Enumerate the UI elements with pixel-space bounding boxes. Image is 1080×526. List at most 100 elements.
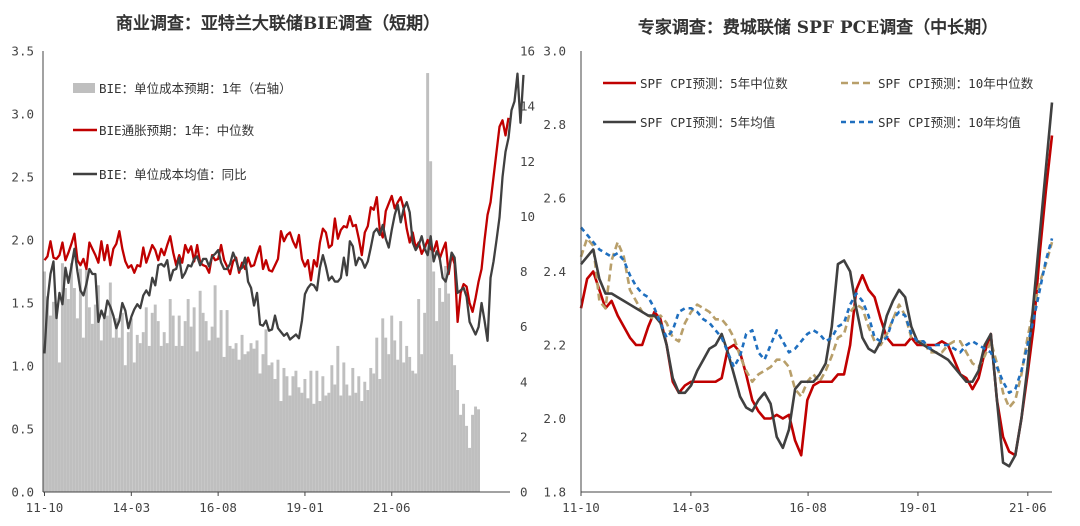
right-y-tick-label: 2.6: [543, 191, 566, 206]
right-axis-tick-label: 2: [520, 429, 528, 444]
bie-unit-cost-bar: [393, 340, 397, 492]
right-x-tick-label: 19-01: [899, 500, 937, 515]
bie-unit-cost-bar: [321, 376, 325, 492]
right-legend: SPF CPI预测：5年中位数 SPF CPI预测：10年中位数 SPF CPI…: [603, 76, 1034, 130]
bie-unit-cost-bar: [324, 395, 328, 492]
bie-unit-cost-bar: [465, 425, 469, 492]
bie-unit-cost-bar: [114, 318, 118, 492]
bie-unit-cost-bar: [417, 299, 421, 492]
left-line-series: [43, 72, 525, 354]
bie-unit-cost-bar: [231, 348, 235, 492]
bie-unit-cost-bar: [207, 340, 211, 492]
left-y-tick-label: 3.0: [11, 107, 34, 122]
bie-unit-cost-bar: [234, 343, 238, 492]
bie-unit-cost-bar: [420, 354, 424, 492]
bie-unit-cost-bar: [243, 354, 247, 492]
bie-unit-cost-bar: [459, 414, 463, 492]
bie-unit-cost-bar: [414, 373, 418, 492]
bie-unit-cost-bar: [240, 334, 244, 492]
right-y-ticks: 1.8 2.0 2.2 2.4 2.6 2.8 3.0: [543, 44, 566, 500]
bie-unit-cost-bar: [264, 329, 268, 492]
right-y-tick-label: 2.2: [543, 338, 566, 353]
bie-unit-cost-bar: [63, 288, 67, 492]
left-chart: 商业调查：亚特兰大联储BIE调查（短期） 0.0 0.5 1.0 1.5 2.0 2.5 3…: [11, 13, 535, 515]
bie-unit-cost-bar: [267, 365, 271, 492]
left-y2-ticks: 0 2 4 6 8 10 12 14 16: [520, 44, 535, 500]
left-legend: BIE：单位成本预期：1年（右轴） BIE通胀预期：1年：中位数 BIE：单位成…: [73, 81, 292, 182]
bie-unit-cost-bar: [375, 337, 379, 492]
bie-unit-cost-bar: [81, 337, 85, 492]
right-x-tick-label: 14-03: [672, 500, 710, 515]
right-axis-tick-label: 8: [520, 264, 528, 279]
bie-unit-cost-bar: [186, 299, 190, 492]
right-axis-tick-label: 14: [520, 99, 535, 114]
bie-unit-cost-bar: [69, 263, 73, 492]
bie-unit-cost-bar: [297, 387, 301, 492]
bie-unit-cost-bar: [294, 370, 298, 492]
right-axis-tick-label: 4: [520, 374, 528, 389]
bie-unit-cost-bar: [435, 321, 439, 492]
bie-unit-cost-bar: [147, 345, 151, 492]
left-x-tick-label: 11-10: [26, 500, 64, 515]
bie-unit-cost-bar: [354, 392, 358, 492]
bie-unit-cost-bar: [132, 362, 136, 492]
bie-unit-cost-bar: [96, 285, 100, 492]
bie-unit-cost-bar: [468, 447, 472, 492]
bie-unit-cost-bar: [120, 312, 124, 492]
left-y-tick-label: 1.0: [11, 359, 34, 374]
bie-unit-cost-bar: [102, 315, 106, 492]
right-y-tick-label: 2.4: [543, 264, 566, 279]
right-axis-tick-label: 6: [520, 319, 528, 334]
left-x-tick-label: 14-03: [112, 500, 150, 515]
bie-unit-cost-bar: [342, 362, 346, 492]
bie-unit-cost-bar: [315, 370, 319, 492]
bie-unit-cost-bar: [474, 406, 478, 492]
legend-label: BIE通胀预期：1年：中位数: [99, 123, 255, 138]
bie-unit-cost-bar: [372, 373, 376, 492]
bie-unit-cost-bar: [429, 161, 433, 492]
bie-unit-cost-bar: [144, 307, 148, 492]
right-y-tick-label: 3.0: [543, 44, 566, 59]
right-chart: 专家调查：费城联储 SPF PCE调查（中长期） 1.8 2.0 2.2 2.4 2.6…: [543, 17, 1054, 515]
bie-unit-cost-bar: [303, 378, 307, 492]
bie-unit-cost-bar: [333, 384, 337, 492]
bie-unit-cost-bar: [453, 365, 457, 492]
bie-unit-cost-bar: [198, 290, 202, 492]
bie-unit-cost-bar: [99, 340, 103, 492]
legend-label: BIE：单位成本均值：同比: [99, 167, 247, 182]
bie-unit-cost-bar: [174, 345, 178, 492]
bie-unit-cost-bar: [339, 395, 343, 492]
bie-unit-cost-bar: [411, 370, 415, 492]
spf-5yr-median-line: [579, 135, 1054, 457]
legend-label: SPF CPI预测：10年中位数: [878, 76, 1034, 91]
bie-unit-cost-bar: [171, 315, 175, 492]
bie-unit-cost-bar: [189, 326, 193, 493]
bie-unit-cost-bar: [288, 395, 292, 492]
left-y-tick-label: 3.5: [11, 44, 34, 59]
bie-unit-cost-bar: [279, 401, 283, 492]
bie-unit-cost-bar: [237, 359, 241, 492]
left-y-tick-label: 0.5: [11, 422, 34, 437]
bie-unit-cost-bar: [426, 73, 430, 493]
bie-unit-cost-bar: [396, 359, 400, 492]
bie-unit-cost-bar: [129, 318, 133, 492]
right-axis-tick-label: 10: [520, 209, 535, 224]
right-chart-title: 专家调查：费城联储 SPF PCE调查（中长期）: [638, 17, 998, 38]
bie-unit-cost-bar: [285, 376, 289, 492]
bie-unit-cost-bar: [126, 332, 130, 492]
left-x-ticks: 11-10 14-03 16-08 19-01 21-06: [26, 492, 411, 515]
legend-label: SPF CPI预测：5年均值: [640, 115, 775, 130]
bie-unit-cost-bar: [138, 343, 142, 492]
bie-unit-cost-bar: [216, 337, 220, 492]
legend-label: BIE：单位成本预期：1年（右轴）: [99, 81, 292, 96]
bie-unit-cost-bar: [135, 334, 139, 492]
bie-unit-cost-bar: [330, 365, 334, 492]
bie-unit-cost-bar: [369, 367, 373, 492]
spf-10yr-mean-line: [580, 226, 1054, 395]
bie-unit-cost-bar: [408, 356, 412, 492]
bie-unit-cost-bar: [255, 340, 259, 492]
bie-unit-cost-mean-line: [43, 72, 525, 354]
bie-unit-cost-bar: [222, 356, 226, 492]
bie-unit-cost-bar: [291, 376, 295, 492]
bie-unit-cost-bar: [384, 337, 388, 492]
